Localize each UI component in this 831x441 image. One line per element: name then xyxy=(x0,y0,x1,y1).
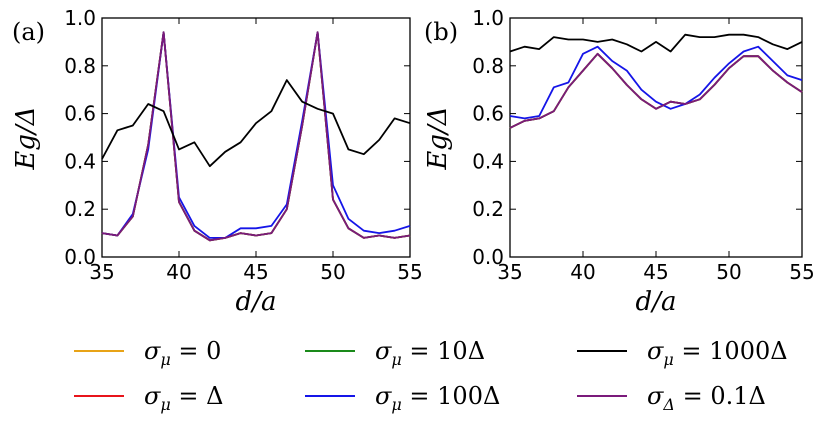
legend-label-main: σ xyxy=(647,337,664,365)
series-line xyxy=(509,33,803,53)
legend-label-main: σ xyxy=(144,382,161,410)
legend-label: σμ = 10Δ xyxy=(375,337,485,369)
series-line xyxy=(101,31,411,239)
legend-item: σμ = 100Δ xyxy=(305,382,500,414)
legend-label-main: σ xyxy=(647,382,664,410)
legend-item: σμ = 1000Δ xyxy=(577,337,788,369)
legend-item: σμ = 10Δ xyxy=(305,337,485,369)
panel-label-b: (b) xyxy=(424,18,458,46)
x-tick-label: 45 xyxy=(243,260,268,284)
legend-item: σΔ = 0.1Δ xyxy=(577,382,766,414)
series-line xyxy=(101,79,411,168)
y-tick-label: 0.6 xyxy=(64,102,96,126)
panel-a: 35 40 45 50 55 0.0 0.2 0.4 0.6 0.8 1.0 (a) d/a Eg/… xyxy=(11,6,423,317)
panel-b: 35 40 45 50 55 0.0 0.2 0.4 0.6 0.8 1.0 (b) d/a Eg/… xyxy=(423,6,815,317)
x-tick-label: 35 xyxy=(497,260,522,284)
legend-label-rest: = Δ xyxy=(171,382,224,410)
series-line xyxy=(101,31,411,242)
legend-label-main: σ xyxy=(144,337,161,365)
x-axis-label-a: d/a xyxy=(236,287,277,317)
series-line xyxy=(101,31,411,242)
series-line xyxy=(509,52,803,129)
ticks-a: 35 40 45 50 55 0.0 0.2 0.4 0.6 0.8 1.0 xyxy=(64,6,423,284)
legend-label: σΔ = 0.1Δ xyxy=(647,382,766,414)
y-tick-label: 0.0 xyxy=(472,245,504,269)
y-tick-label: 0.6 xyxy=(472,102,504,126)
legend-item: σμ = Δ xyxy=(74,382,224,414)
x-tick-label: 45 xyxy=(643,260,668,284)
x-tick-label: 35 xyxy=(89,260,114,284)
legend-label-sub: μ xyxy=(663,350,673,369)
ticks-b: 35 40 45 50 55 0.0 0.2 0.4 0.6 0.8 1.0 xyxy=(472,6,815,284)
legend-label: σμ = 1000Δ xyxy=(647,337,788,369)
y-tick-label: 0.0 xyxy=(64,245,96,269)
legend-label-main: σ xyxy=(375,337,392,365)
legend-item: σμ = 0 xyxy=(74,337,221,369)
legend-label-rest: = 1000Δ xyxy=(674,337,788,365)
series-line xyxy=(509,45,803,120)
y-tick-label: 1.0 xyxy=(472,6,504,30)
x-tick-label: 55 xyxy=(789,260,814,284)
x-tick-label: 40 xyxy=(166,260,191,284)
legend-label-rest: = 100Δ xyxy=(402,382,501,410)
y-tick-label: 1.0 xyxy=(64,6,96,30)
y-tick-label: 0.4 xyxy=(472,149,504,173)
legend-label-sub: μ xyxy=(391,350,401,369)
series-lines-b xyxy=(509,33,803,129)
series-line xyxy=(509,52,803,129)
y-tick-label: 0.8 xyxy=(472,54,504,78)
y-axis-label-b: Eg/Δ xyxy=(423,106,453,170)
legend-label-rest: = 0 xyxy=(171,337,222,365)
panel-label-a: (a) xyxy=(12,18,45,46)
series-line xyxy=(509,52,803,129)
series-line xyxy=(101,31,411,242)
y-tick-label: 0.8 xyxy=(64,54,96,78)
x-axis-label-b: d/a xyxy=(636,287,677,317)
y-tick-label: 0.2 xyxy=(472,197,504,221)
x-tick-label: 55 xyxy=(397,260,422,284)
series-line xyxy=(101,31,411,242)
legend-label-rest: = 0.1Δ xyxy=(675,382,766,410)
plot-frame-a xyxy=(101,17,411,258)
legend-label-main: σ xyxy=(375,382,392,410)
series-lines-a xyxy=(101,31,411,242)
series-line xyxy=(509,52,803,129)
legend-label-sub: Δ xyxy=(662,395,675,414)
y-tick-label: 0.4 xyxy=(64,149,96,173)
legend-label-sub: μ xyxy=(391,395,401,414)
y-tick-label: 0.2 xyxy=(64,197,96,221)
legend-label: σμ = 100Δ xyxy=(375,382,500,414)
legend-label: σμ = Δ xyxy=(144,382,224,414)
y-axis-label-a: Eg/Δ xyxy=(11,106,41,170)
legend-label-rest: = 10Δ xyxy=(402,337,485,365)
x-tick-label: 40 xyxy=(570,260,595,284)
x-tick-label: 50 xyxy=(320,260,345,284)
legend-label-sub: μ xyxy=(160,350,170,369)
legend-label-sub: μ xyxy=(160,395,170,414)
legend-label: σμ = 0 xyxy=(144,337,221,369)
plot-frame-b xyxy=(509,17,803,258)
x-tick-label: 50 xyxy=(716,260,741,284)
